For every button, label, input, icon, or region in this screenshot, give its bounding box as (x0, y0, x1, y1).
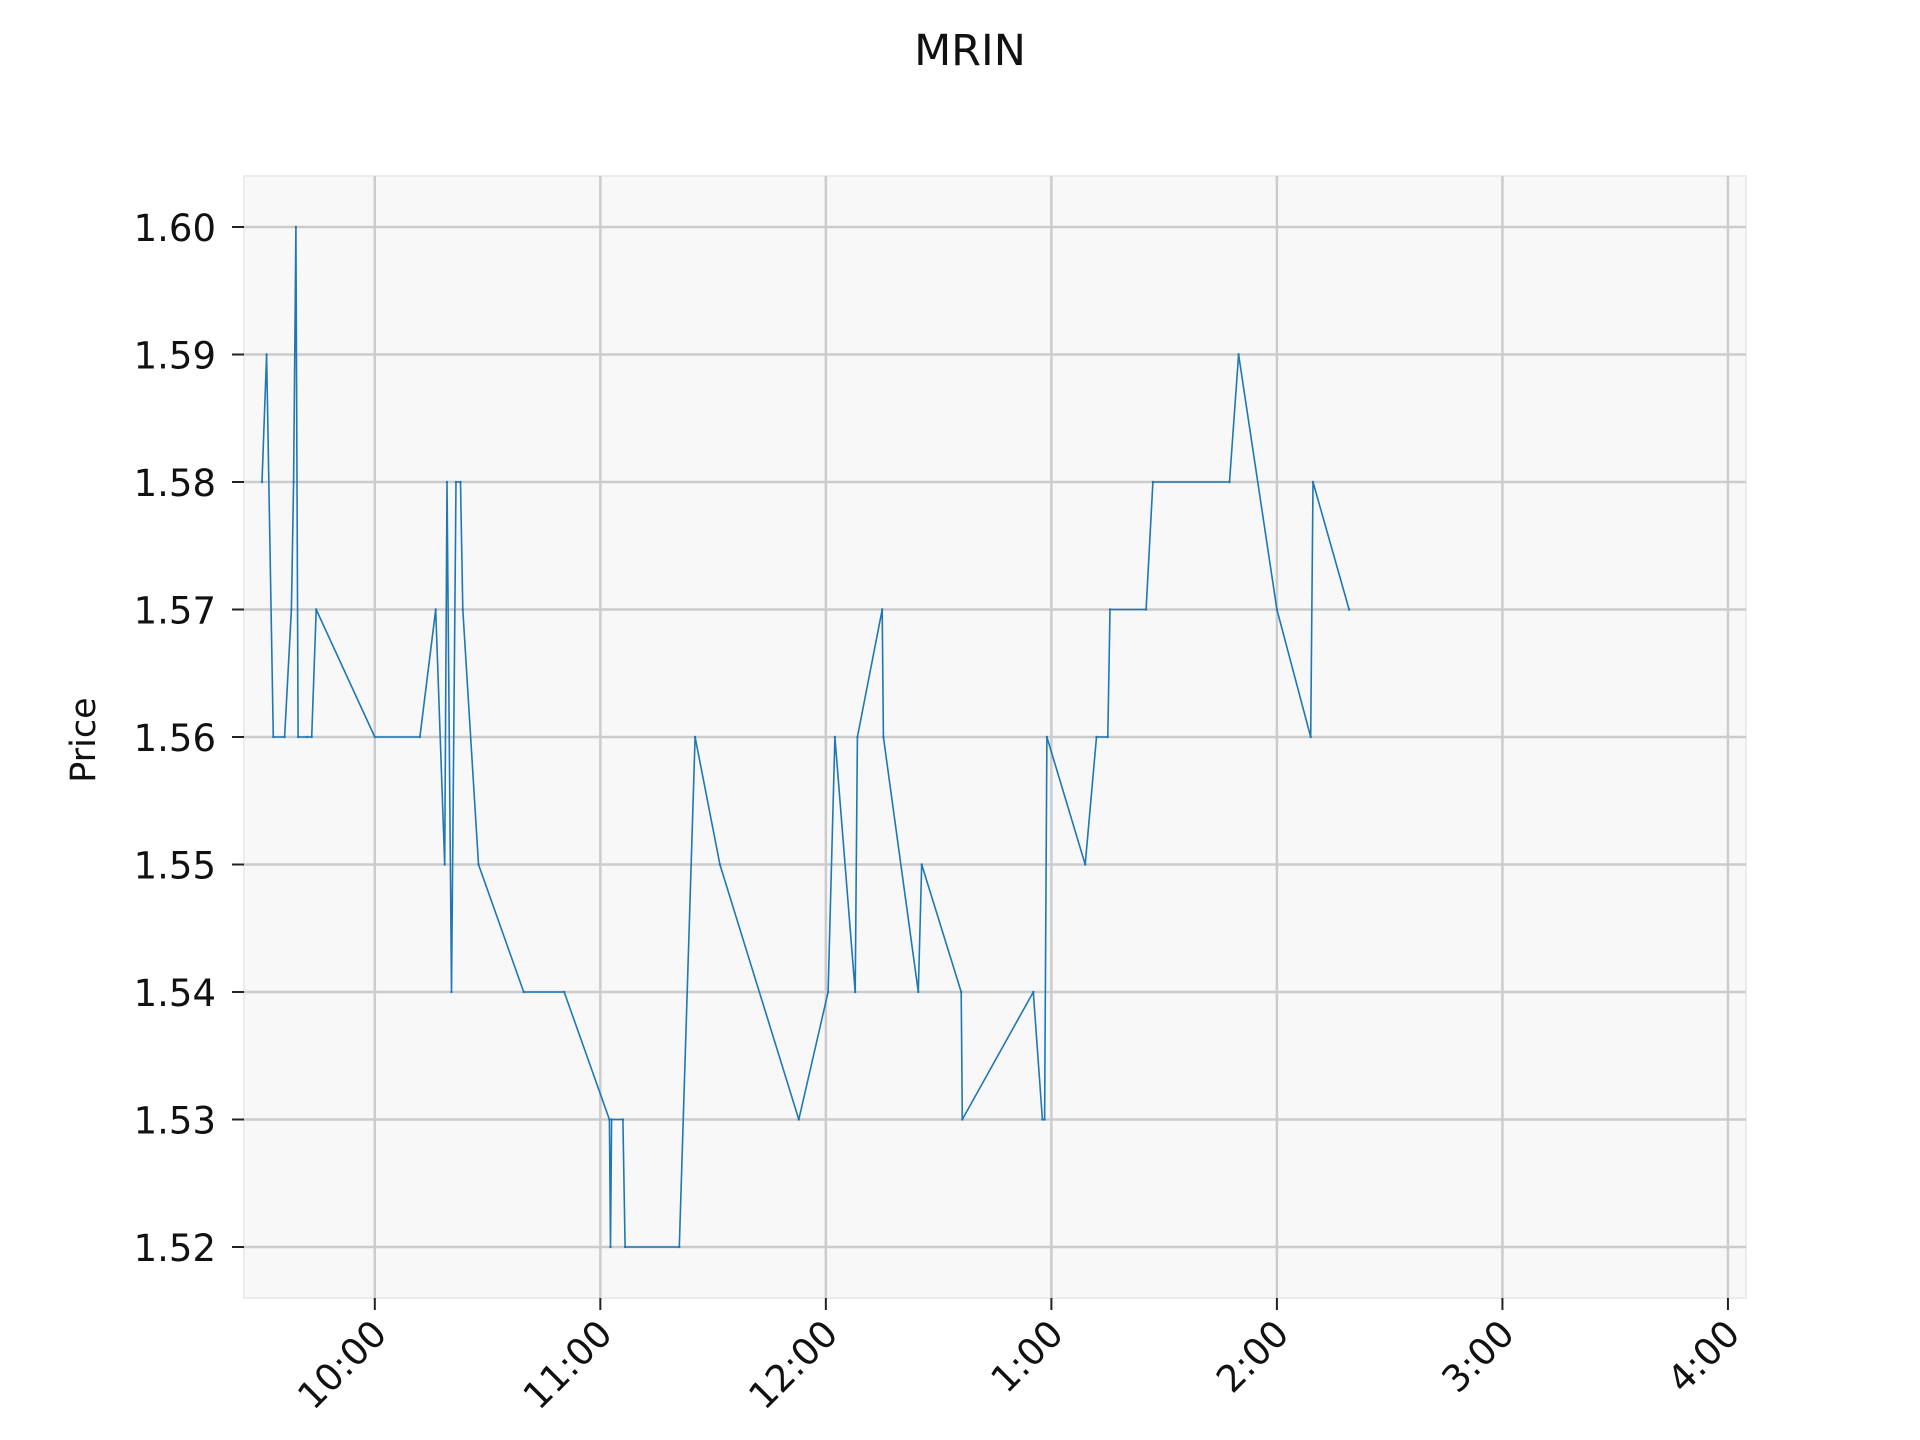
price-point (272, 735, 275, 739)
price-point (459, 480, 462, 484)
price-point (260, 480, 264, 484)
price-point (610, 1118, 613, 1121)
y-tick-label: 1.60 (134, 207, 216, 250)
price-point (882, 735, 885, 739)
price-point (797, 1118, 800, 1121)
price-point (1041, 1118, 1044, 1121)
y-tick-label: 1.58 (134, 462, 216, 505)
price-point (1151, 480, 1155, 484)
price-point (1275, 608, 1279, 611)
price-point (1311, 480, 1315, 484)
price-point (1106, 735, 1109, 739)
price-point (959, 990, 963, 994)
price-point (833, 735, 837, 739)
price-point (314, 608, 318, 611)
y-tick-label: 1.53 (134, 1100, 216, 1143)
y-tick-label: 1.55 (134, 845, 216, 888)
price-point (917, 990, 920, 994)
price-point (418, 735, 422, 739)
price-point (718, 863, 722, 866)
price-point (826, 990, 830, 994)
price-point (856, 735, 859, 739)
grid-lines (244, 176, 1746, 1298)
price-point (443, 863, 446, 866)
price-point (693, 735, 697, 739)
price-point (1084, 863, 1087, 866)
y-axis-label: Price (64, 697, 104, 782)
price-point (477, 863, 480, 866)
price-point (1095, 735, 1098, 739)
price-point (623, 1245, 627, 1249)
price-point (853, 990, 857, 994)
price-point (1228, 480, 1231, 484)
y-tick-label: 1.54 (134, 972, 216, 1015)
price-point (310, 735, 313, 739)
price-point (445, 480, 449, 484)
price-point (296, 735, 300, 739)
price-point (461, 608, 464, 611)
price-point (454, 480, 458, 484)
price-point (294, 225, 298, 229)
chart-title: MRIN (914, 26, 1026, 76)
price-point (292, 480, 295, 484)
price-point (1108, 608, 1112, 611)
price-point (563, 990, 566, 994)
y-tick-label: 1.56 (134, 717, 216, 760)
price-point (450, 990, 453, 994)
y-axis: 1.52 1.53 1.54 1.55 1.56 1.57 1.58 1.59 1.60 (134, 207, 244, 1270)
price-point (1032, 990, 1035, 994)
y-tick-label: 1.57 (134, 590, 216, 633)
price-point (678, 1245, 681, 1249)
price-point (373, 735, 377, 739)
price-point (881, 608, 884, 611)
price-point (621, 1118, 625, 1121)
price-point (609, 1245, 612, 1249)
price-point (920, 863, 923, 866)
price-point (265, 353, 268, 356)
price-point (434, 608, 437, 611)
price-point (1144, 608, 1148, 611)
price-point (290, 608, 293, 611)
y-tick-label: 1.52 (134, 1227, 216, 1270)
price-point (305, 735, 309, 739)
y-tick-label: 1.59 (134, 335, 216, 378)
price-point (1237, 353, 1240, 356)
price-point (283, 735, 286, 739)
price-point (1309, 735, 1312, 739)
price-point (1043, 1118, 1046, 1121)
price-point (608, 1118, 611, 1121)
series-layer (260, 225, 1351, 1249)
price-point (522, 990, 525, 994)
price-series-line (261, 226, 1350, 1248)
price-point (1045, 735, 1049, 739)
price-point (961, 1118, 964, 1121)
price-point (1347, 608, 1351, 611)
